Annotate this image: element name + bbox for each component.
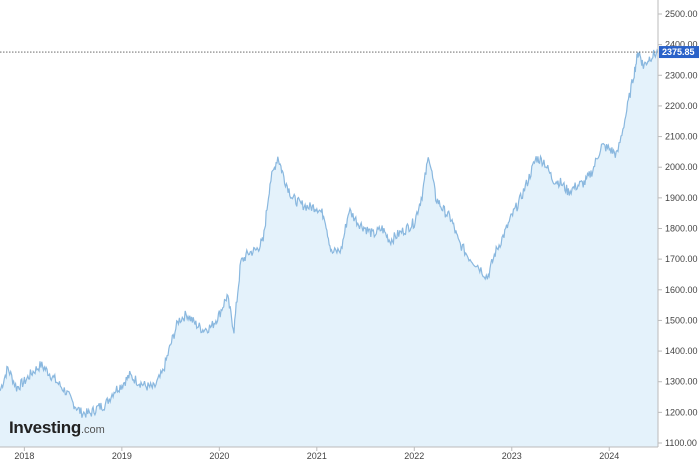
y-tick-label: 1800.00: [665, 224, 698, 234]
logo-suffix: .com: [80, 424, 105, 436]
x-tick-label: 2022: [404, 451, 424, 459]
y-tick-label: 1400.00: [665, 346, 698, 356]
y-tick-label: 2000.00: [665, 162, 698, 172]
investing-logo: Investing.com: [9, 418, 105, 438]
y-tick-label: 2300.00: [665, 70, 698, 80]
x-tick-label: 2019: [112, 451, 132, 459]
y-tick-label: 2500.00: [665, 9, 698, 19]
x-tick-label: 2024: [599, 451, 619, 459]
y-tick-label: 2400.00: [665, 40, 698, 50]
y-axis: 1100.00 1200.00 1300.00 1400.00 1500.00 1600.…: [657, 0, 698, 448]
price-area-fill: [0, 49, 658, 448]
y-tick-label: 2100.00: [665, 132, 698, 142]
last-price-value: 2375.85: [662, 47, 695, 57]
y-tick-label: 1700.00: [665, 254, 698, 264]
y-tick-label: 2200.00: [665, 101, 698, 111]
last-price-badge: 2375.85: [659, 46, 699, 59]
x-axis: 2018 2019 2020 2021 2022 2023 2024: [0, 446, 658, 459]
x-tick-label: 2020: [209, 451, 229, 459]
last-price-badge-bg: [659, 46, 699, 59]
y-tick-label: 1200.00: [665, 407, 698, 417]
y-tick-label: 1100.00: [665, 438, 697, 448]
y-tick-label: 1500.00: [665, 315, 698, 325]
x-tick-label: 2018: [14, 451, 34, 459]
y-tick-label: 1900.00: [665, 193, 698, 203]
y-tick-label: 1300.00: [665, 377, 698, 387]
price-line: [0, 48, 659, 418]
y-tick-label: 1600.00: [665, 285, 698, 295]
x-tick-label: 2021: [307, 451, 327, 459]
x-tick-label: 2023: [502, 451, 522, 459]
plot-area: [0, 48, 659, 448]
logo-brand: Investing: [9, 418, 81, 437]
